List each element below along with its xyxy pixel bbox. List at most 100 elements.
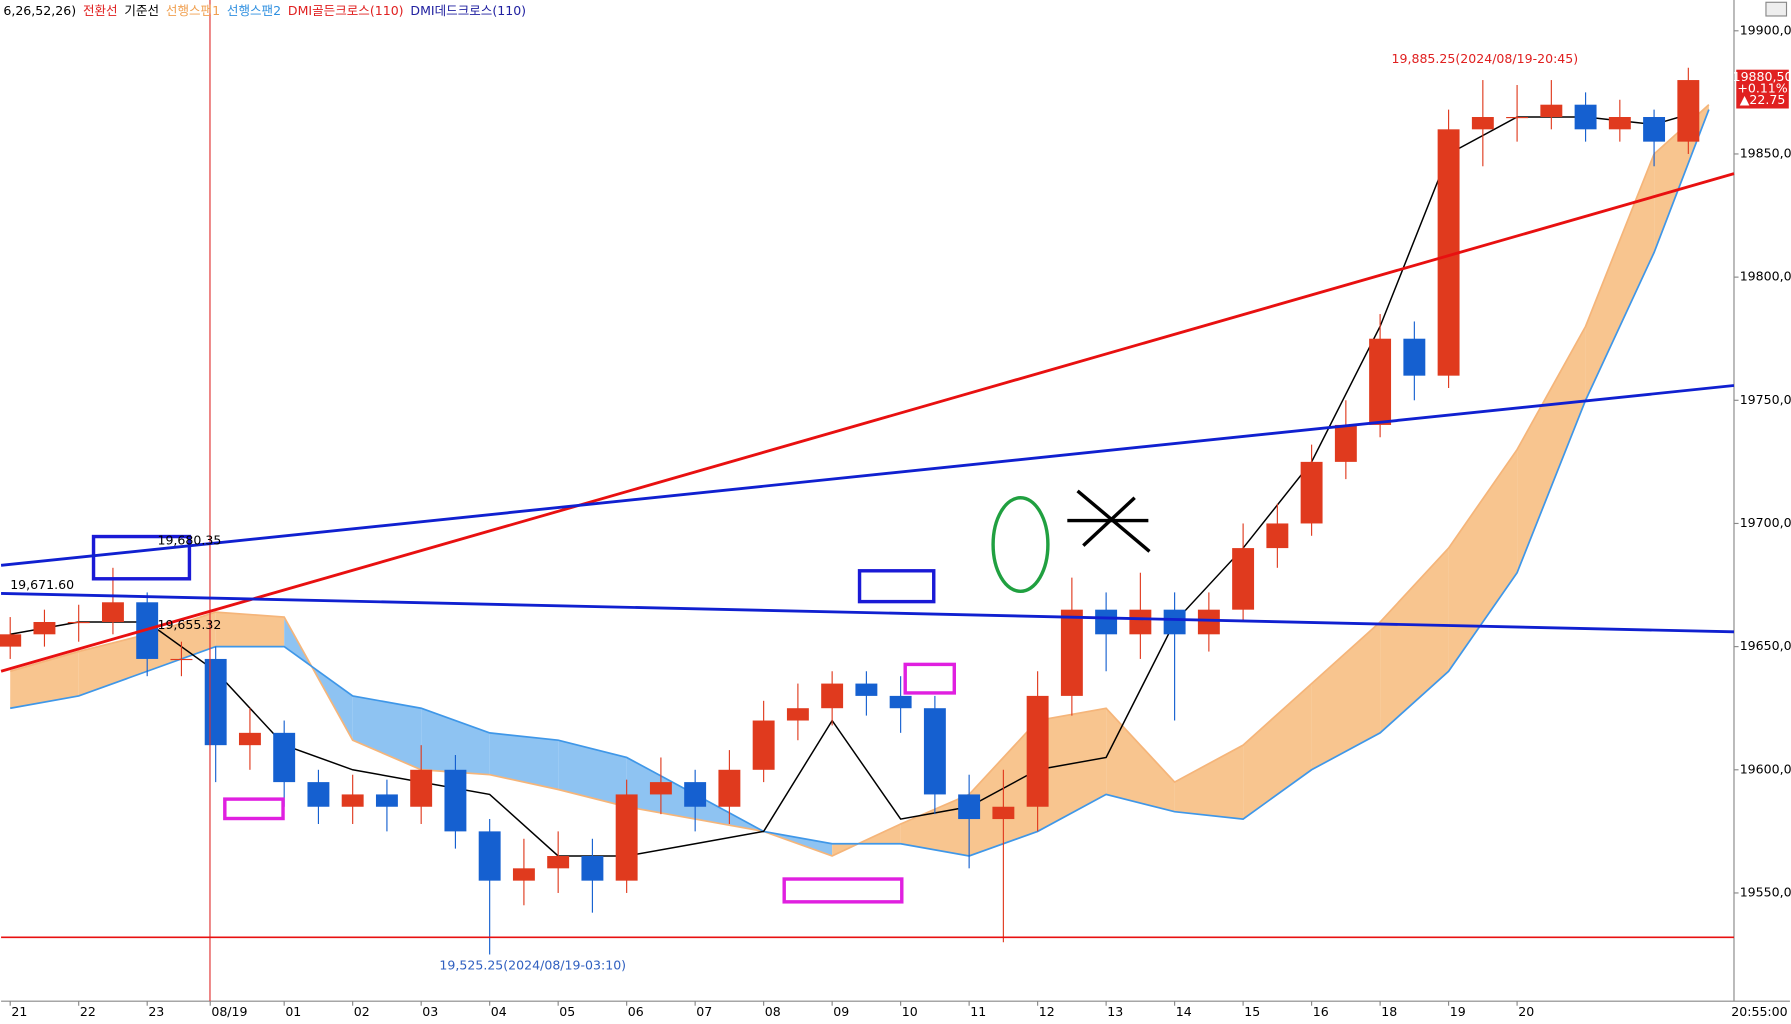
x-tick-label: 11: [970, 1004, 986, 1019]
candle-body: [1060, 609, 1083, 696]
candle-body: [341, 794, 364, 807]
legend-entry: 기준선: [124, 3, 159, 18]
candle-body: [33, 621, 56, 635]
legend-entry: DMI골든크로스(110): [288, 3, 404, 18]
mark-cross: [1082, 496, 1136, 547]
drawings: [91, 0, 1151, 1002]
candle-body: [1163, 609, 1186, 635]
cloud-fill: [78, 634, 148, 696]
last-price-box: [1736, 69, 1789, 109]
x-tick-label: 06: [628, 1004, 644, 1019]
cloud-fill: [1243, 683, 1312, 820]
cloud-fill: [421, 708, 490, 775]
candle-body: [1026, 695, 1049, 807]
kijun-line: [10, 113, 1689, 857]
candle-body: [67, 621, 90, 624]
box: [857, 569, 936, 604]
legend-entry: 6,26,52,26): [3, 3, 76, 18]
legend-entry: 전환선: [83, 3, 118, 18]
candle-body: [444, 769, 467, 832]
x-tick-label: 01: [285, 1004, 301, 1019]
x-tick-label: 08: [765, 1004, 781, 1019]
candle-body: [1334, 424, 1357, 462]
trend-line: [0, 172, 1735, 673]
y-tick-label: 19650,00: [1740, 638, 1791, 653]
cloud-fill: [1174, 745, 1244, 820]
candle-body: [1643, 117, 1666, 142]
candle-body: [684, 782, 707, 807]
y-tick-label: 19750,00: [1740, 392, 1791, 407]
x-tick-label: 07: [696, 1004, 712, 1019]
x-tick-label: 05: [559, 1004, 575, 1019]
candle-body: [581, 856, 604, 881]
x-tick-label: 15: [1244, 1004, 1260, 1019]
y-tick-label: 19850,00: [1740, 145, 1791, 160]
candle-body: [1677, 80, 1700, 142]
x-tick-label: 02: [354, 1004, 370, 1019]
candle-body: [1197, 609, 1220, 635]
box: [91, 534, 192, 581]
y-tick-label: 19800,00: [1740, 269, 1791, 284]
y-tick-label: 19700,00: [1740, 515, 1791, 530]
x-tick-label: 08/19: [211, 1004, 247, 1019]
candle-body: [273, 732, 296, 783]
candle-body: [1608, 117, 1631, 130]
annotation: 19,680.35: [157, 533, 221, 548]
x-tick-label: 12: [1039, 1004, 1055, 1019]
toolbar-button[interactable]: [1765, 1, 1788, 17]
trend-line: [0, 384, 1735, 567]
candle-body: [1300, 461, 1323, 524]
box: [903, 662, 957, 695]
candle-body: [821, 683, 844, 709]
candle-body: [478, 831, 501, 881]
legend-entry: 선행스팬2: [227, 3, 281, 18]
candle-body: [1129, 609, 1152, 635]
cloud-fill: [1585, 153, 1655, 401]
trend-line: [1, 591, 1735, 634]
candle-body: [1369, 338, 1392, 425]
change-pct: +0.11%: [1737, 81, 1787, 96]
x-tick-label: 03: [422, 1004, 438, 1019]
legend-entry: 선행스팬1: [166, 3, 220, 18]
candle-body: [547, 856, 570, 869]
cloud-fill: [489, 732, 559, 790]
candle-body: [375, 794, 398, 807]
x-tick-label: 19: [1450, 1004, 1466, 1019]
candle-body: [1471, 117, 1494, 130]
candle-body: [752, 720, 775, 770]
annotation: 19,671.60: [10, 577, 74, 592]
ellipse: [991, 496, 1050, 594]
candle-body: [512, 868, 535, 881]
cloud-fill: [1517, 326, 1586, 573]
cloud-fill: [1448, 449, 1518, 672]
candle-body: [786, 708, 809, 721]
time-label: 20:55:00: [1731, 1004, 1787, 1019]
cloud-fill: [10, 651, 79, 709]
cloud-fill: [832, 823, 901, 857]
candle-body: [170, 658, 193, 661]
cloud-fill: [558, 740, 627, 807]
candle-body: [204, 658, 227, 746]
y-tick-label: 19900,00: [1740, 22, 1791, 37]
span1-line: [9, 104, 1710, 857]
annotation: 19,525.25(2024/08/19-03:10): [439, 957, 626, 972]
cloud-fill: [352, 695, 422, 770]
candle-body: [649, 782, 672, 795]
span2-line: [10, 109, 1710, 857]
plot-area: [0, 67, 1710, 955]
candle-body: [1574, 104, 1597, 130]
overlay: 19,671.60 19,655.32 19,680.35 19,525.25(202…: [0, 51, 1735, 972]
annotation: 19,655.32: [157, 617, 221, 632]
x-tick-label: 18: [1381, 1004, 1397, 1019]
x-tick-label: 16: [1313, 1004, 1329, 1019]
candle-body: [1403, 338, 1426, 376]
x-tick-label: 21: [11, 1004, 27, 1019]
candle-body: [0, 634, 22, 647]
x-tick-label: 20: [1518, 1004, 1534, 1019]
candle-body: [1437, 129, 1460, 376]
cloud-fill: [1037, 708, 1107, 832]
candle-body: [615, 794, 638, 881]
x-tick-label: 13: [1107, 1004, 1123, 1019]
